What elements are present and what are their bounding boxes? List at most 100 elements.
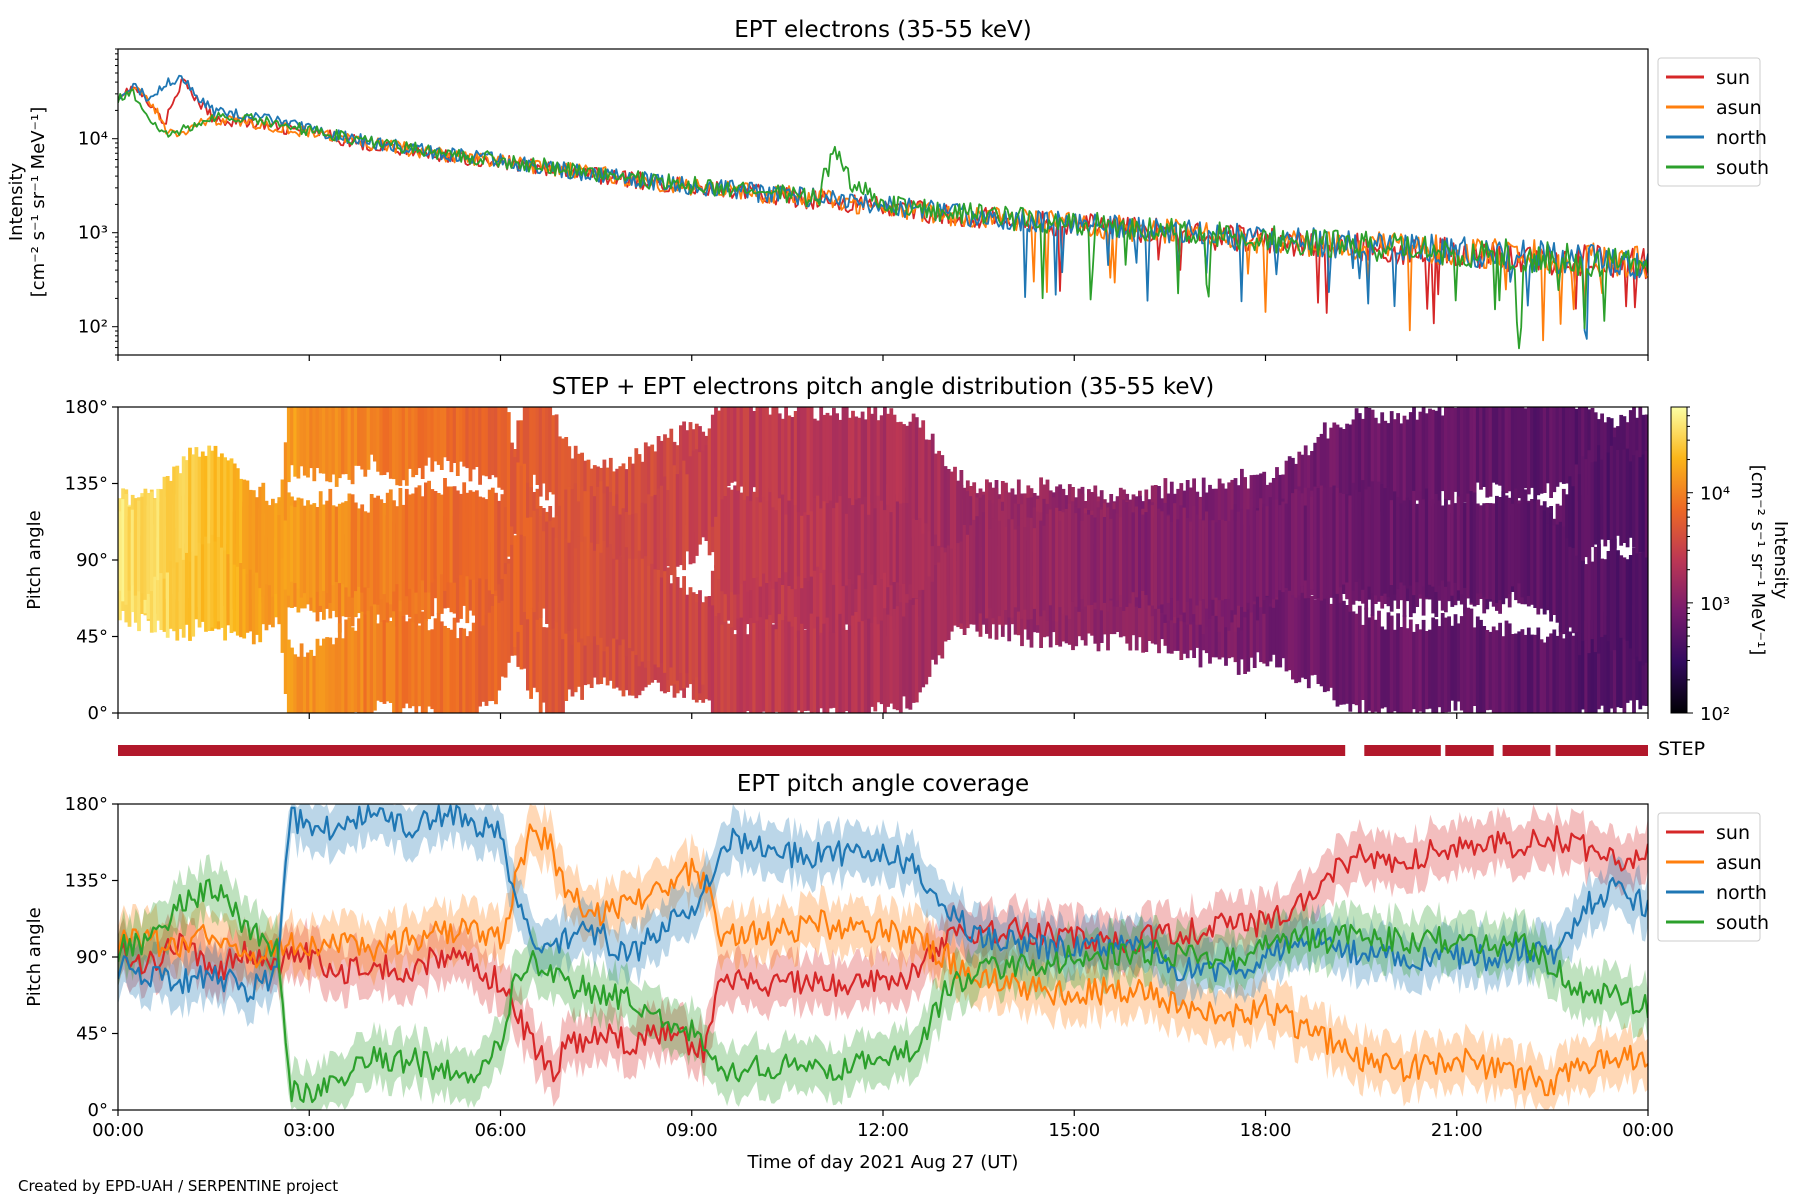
heatmap-cell xyxy=(1013,529,1018,608)
heatmap-cell xyxy=(465,492,470,577)
heatmap-cell xyxy=(1297,490,1302,596)
heatmap-cell xyxy=(455,407,460,476)
heatmap-cell xyxy=(1590,407,1595,500)
heatmap-cell xyxy=(1316,594,1321,684)
heatmap-cell xyxy=(398,488,403,601)
heatmap-cell xyxy=(819,479,824,573)
heatmap-cell xyxy=(867,407,871,515)
heatmap-cell xyxy=(847,417,852,499)
heatmap-cell xyxy=(392,407,396,480)
heatmap-cell xyxy=(832,407,836,509)
heatmap-cell xyxy=(774,539,779,632)
heatmap-cell xyxy=(376,623,380,701)
heatmap-cell xyxy=(331,407,336,475)
heatmap-cell xyxy=(373,613,377,711)
heatmap-cell xyxy=(927,439,932,532)
heatmap-cell xyxy=(1322,422,1327,538)
heatmap-cell xyxy=(1408,500,1413,586)
heatmap-cell xyxy=(876,491,881,578)
heatmap-cell xyxy=(733,407,737,482)
heatmap-cell xyxy=(1510,503,1515,587)
heatmap-cell xyxy=(302,407,307,476)
heatmap-cell xyxy=(1536,407,1541,496)
heatmap-cell xyxy=(312,503,317,598)
heatmap-cell xyxy=(1329,487,1334,598)
heatmap-cell xyxy=(1590,620,1595,713)
heatmap-cell xyxy=(1600,459,1604,540)
series-band-sun xyxy=(118,804,1648,1107)
heatmap-cell xyxy=(742,494,747,581)
heatmap-cell xyxy=(1380,626,1385,709)
heatmap-cell xyxy=(1259,498,1263,608)
heatmap-cell xyxy=(953,549,957,626)
heatmap-cell xyxy=(1265,557,1270,667)
heatmap-cell xyxy=(500,536,505,641)
heatmap-cell xyxy=(863,619,868,713)
heatmap-cell xyxy=(1249,498,1254,613)
heatmap-cell xyxy=(1546,407,1550,484)
heatmap-cell xyxy=(459,627,463,713)
heatmap-cell xyxy=(1485,407,1490,498)
heatmap-cell xyxy=(930,505,935,600)
heatmap-cell xyxy=(411,622,416,707)
heatmap-cell xyxy=(548,628,553,713)
heatmap-cell xyxy=(312,655,317,713)
x-tick-label: 15:00 xyxy=(1048,1120,1100,1141)
heatmap-cell xyxy=(1523,489,1528,605)
heatmap-cell xyxy=(216,456,221,538)
heatmap-cell xyxy=(806,407,811,515)
heatmap-cell xyxy=(825,412,830,504)
heatmap-cell xyxy=(889,488,894,586)
heatmap-cell xyxy=(1469,608,1474,713)
heatmap-cell xyxy=(1622,606,1627,713)
heatmap-cell xyxy=(1064,508,1069,616)
heatmap-cell xyxy=(1593,619,1598,713)
heatmap-cell xyxy=(777,531,782,640)
heatmap-cell xyxy=(554,414,559,517)
heatmap-cell xyxy=(777,614,782,713)
heatmap-cell xyxy=(1530,499,1534,605)
heatmap-cell xyxy=(800,623,804,713)
heatmap-cell xyxy=(717,410,722,497)
heatmap-cell xyxy=(1565,538,1569,630)
heatmap-cell xyxy=(1389,411,1394,521)
heatmap-cell xyxy=(1520,629,1525,713)
heatmap-cell xyxy=(637,454,642,553)
heatmap-cell xyxy=(331,505,336,585)
heatmap-cell xyxy=(1367,617,1372,711)
heatmap-cell xyxy=(357,407,361,466)
heatmap-cell xyxy=(841,407,846,513)
heatmap-cell xyxy=(1475,407,1480,483)
heatmap-cell xyxy=(1179,505,1184,615)
heatmap-cell xyxy=(898,492,903,586)
heatmap-cell xyxy=(1482,407,1487,487)
heatmap-cell xyxy=(1303,505,1308,581)
heatmap-cell xyxy=(490,606,495,701)
legend-label: asun xyxy=(1716,97,1762,119)
heatmap-cell xyxy=(446,486,451,583)
heatmap-cell xyxy=(471,491,476,580)
heatmap-cell xyxy=(1546,636,1550,713)
heatmap-cell xyxy=(726,623,731,713)
heatmap-cell xyxy=(1090,514,1094,605)
heatmap-cell xyxy=(1447,504,1451,582)
heatmap-cell xyxy=(513,535,518,647)
heatmap-cell xyxy=(1565,407,1569,484)
heatmap-cell xyxy=(1364,607,1369,713)
heatmap-cell xyxy=(1635,623,1640,701)
heatmap-cell xyxy=(363,614,368,713)
heatmap-cell xyxy=(545,407,549,501)
heatmap-cell xyxy=(1173,503,1177,617)
heatmap-cell xyxy=(905,425,910,503)
heatmap-cell xyxy=(245,480,250,575)
heatmap-cell xyxy=(242,547,247,639)
heatmap-cell xyxy=(229,539,234,633)
heatmap-cell xyxy=(730,489,734,593)
heatmap-cell xyxy=(468,490,473,580)
heatmap-cell xyxy=(1380,412,1385,515)
heatmap-cell xyxy=(1574,555,1579,633)
heatmap-cell xyxy=(892,492,897,583)
heatmap-cell xyxy=(379,499,384,600)
heatmap-cell xyxy=(1354,613,1359,706)
heatmap-cell xyxy=(1122,499,1126,611)
